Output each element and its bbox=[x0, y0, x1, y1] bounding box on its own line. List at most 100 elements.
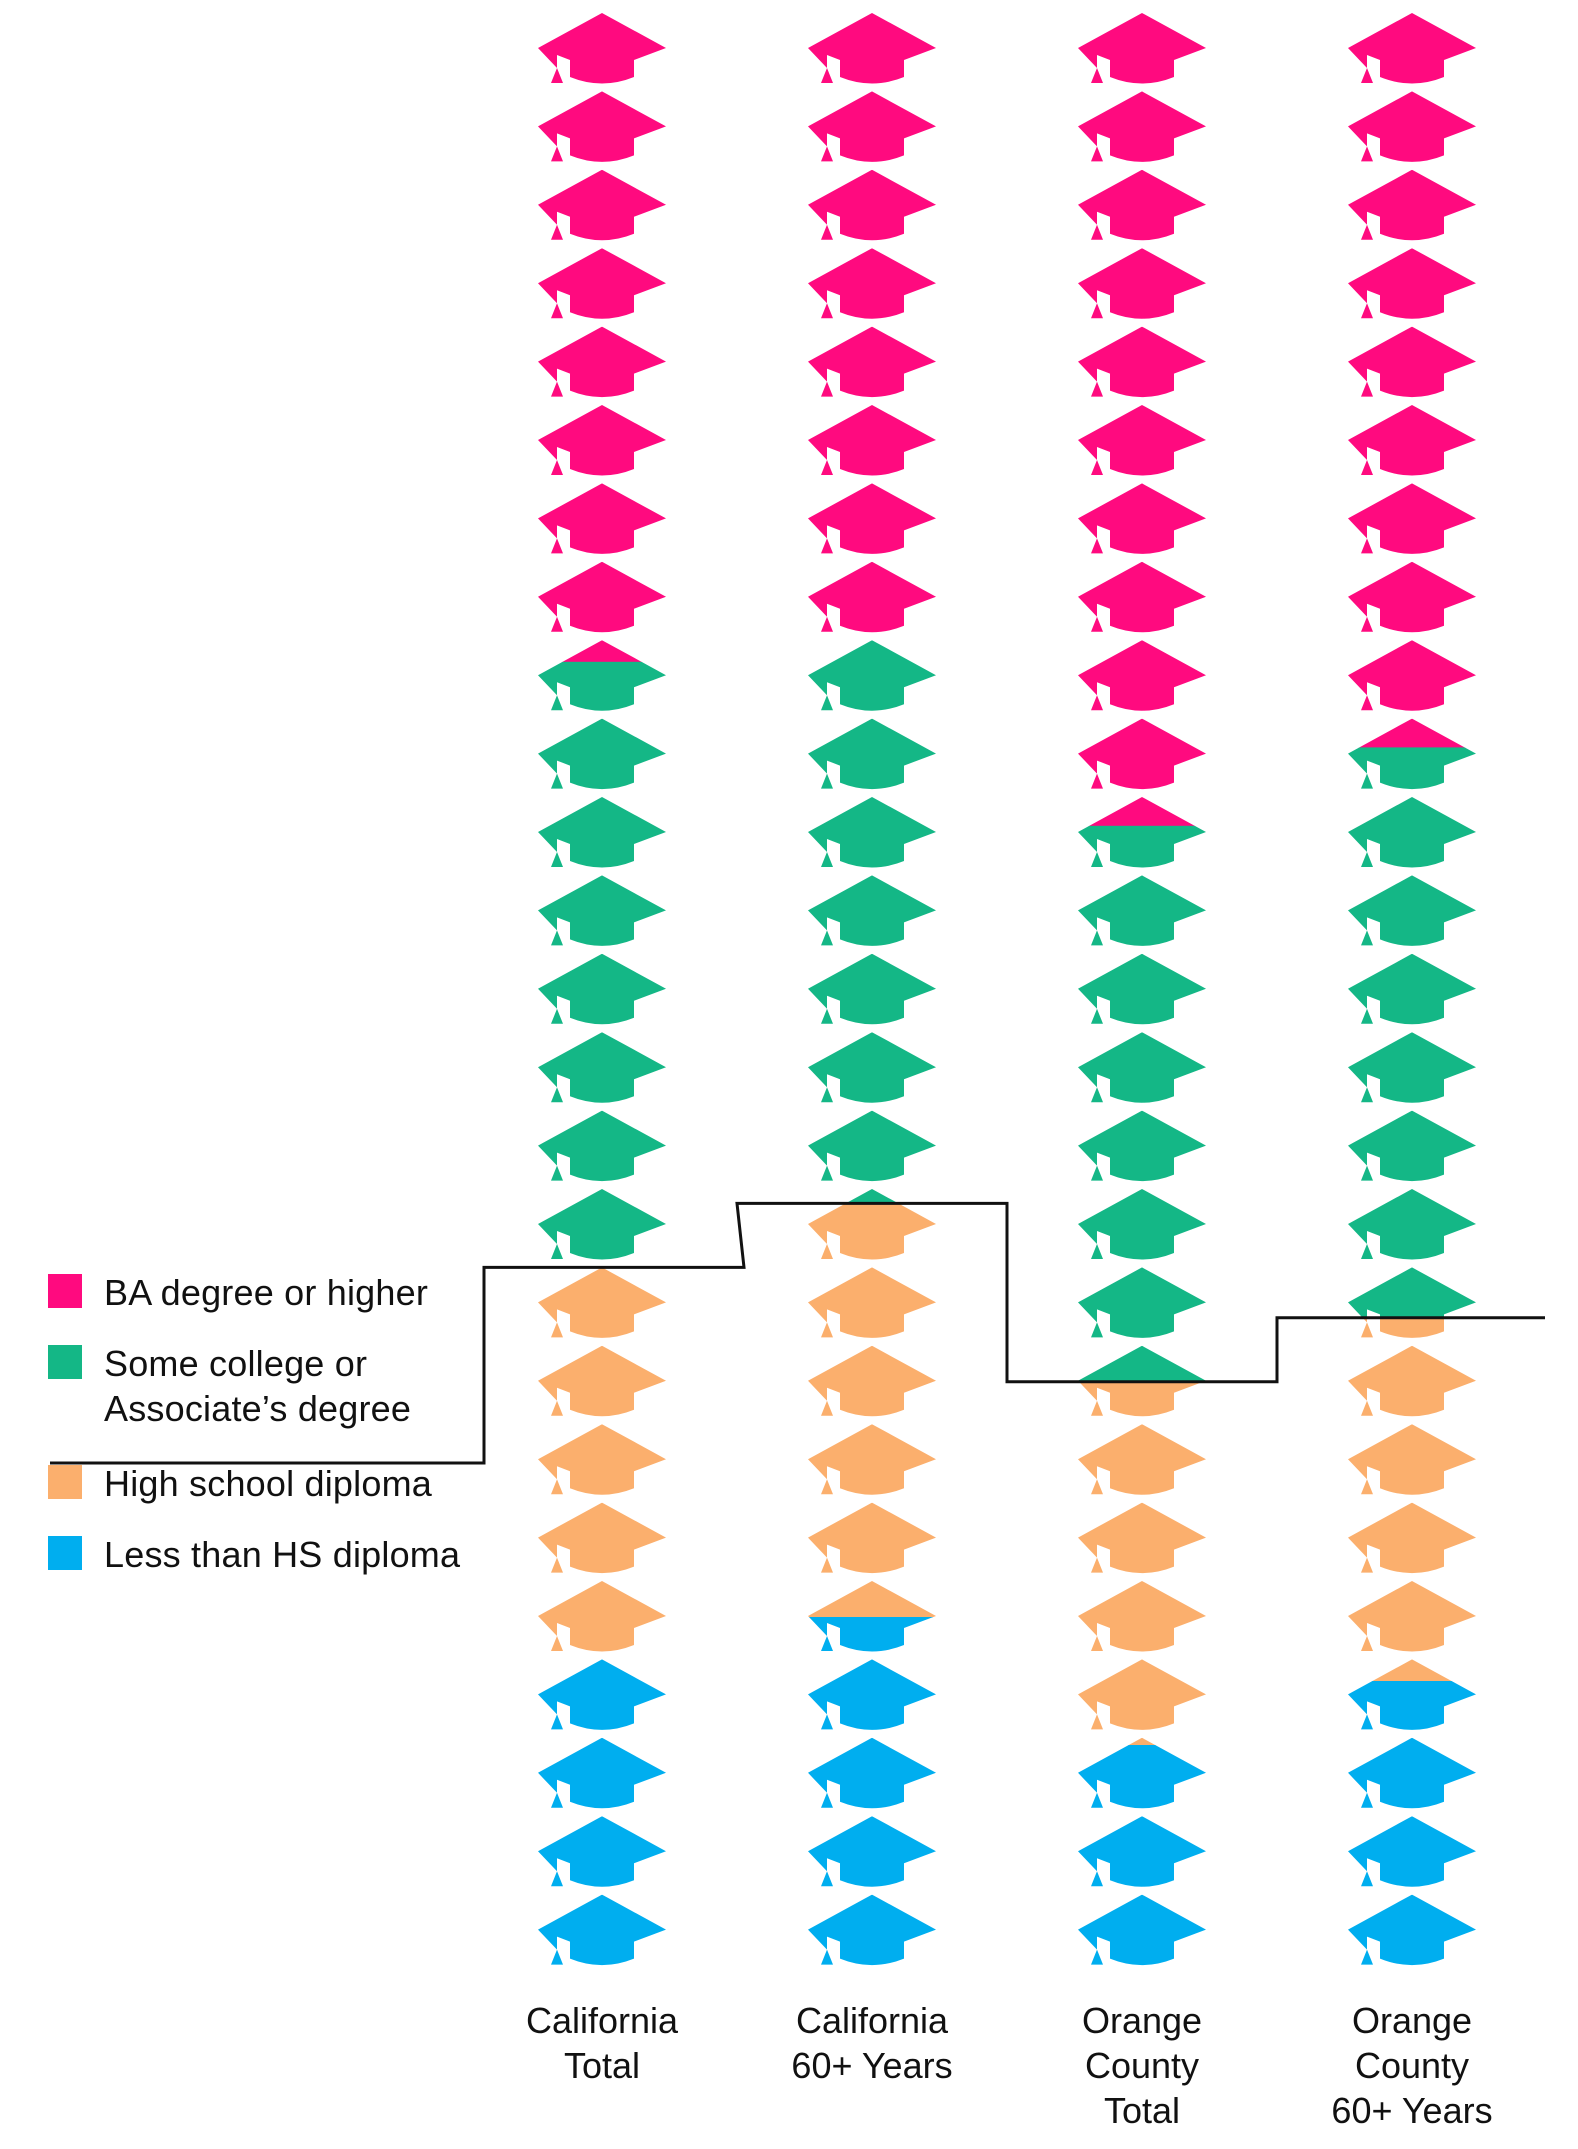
cap-segment bbox=[1078, 13, 1206, 84]
graduation-cap-icon bbox=[538, 640, 666, 711]
graduation-cap-icon bbox=[1348, 13, 1476, 84]
cap-segment bbox=[1348, 1317, 1476, 1338]
cap-segment bbox=[1348, 1659, 1476, 1682]
cap-segment bbox=[808, 483, 936, 554]
graduation-cap-icon bbox=[808, 1267, 936, 1338]
graduation-cap-icon bbox=[1348, 875, 1476, 946]
cap-segment bbox=[1348, 1424, 1476, 1495]
graduation-cap-icon bbox=[1078, 1502, 1206, 1574]
legend-label-ba: BA degree or higher bbox=[104, 1272, 429, 1313]
cap-segment bbox=[808, 248, 936, 319]
cap-segment bbox=[1078, 1032, 1206, 1103]
legend-item-high-school: High school diploma bbox=[48, 1461, 488, 1506]
graduation-cap-icon bbox=[538, 1267, 666, 1338]
graduation-cap-icon bbox=[1348, 1032, 1476, 1103]
cap-segment bbox=[808, 561, 936, 633]
threshold-line bbox=[50, 1201, 1545, 1465]
cap-segment bbox=[1348, 1267, 1476, 1319]
legend-item-some-college: Some college or Associate’s degree bbox=[48, 1341, 488, 1431]
graduation-cap-icon bbox=[808, 1737, 936, 1809]
graduation-cap-icon bbox=[1078, 953, 1206, 1025]
cap-segment bbox=[538, 248, 666, 319]
graduation-cap-icon bbox=[538, 1816, 666, 1887]
cap-segment bbox=[808, 1816, 936, 1887]
graduation-cap-icon bbox=[538, 1345, 666, 1417]
graduation-cap-icon bbox=[1078, 326, 1206, 398]
cap-segment bbox=[1348, 91, 1476, 162]
graduation-cap-icon bbox=[538, 561, 666, 633]
graduation-cap-icon bbox=[1078, 1816, 1206, 1887]
graduation-cap-icon bbox=[1078, 13, 1206, 84]
graduation-cap-icon bbox=[1078, 797, 1206, 868]
cap-segment bbox=[1348, 875, 1476, 946]
graduation-cap-icon bbox=[1078, 1032, 1206, 1103]
legend-swatch-ba bbox=[48, 1274, 82, 1308]
graduation-cap-icon bbox=[1348, 1502, 1476, 1574]
cap-segment bbox=[1078, 1737, 1206, 1746]
cap-segment bbox=[808, 875, 936, 946]
cap-segment bbox=[538, 797, 666, 868]
cap-segment bbox=[1078, 953, 1206, 1025]
cap-segment bbox=[1348, 405, 1476, 476]
graduation-cap-icon bbox=[1078, 483, 1206, 554]
cap-segment bbox=[538, 1424, 666, 1495]
cap-segment bbox=[1348, 1502, 1476, 1574]
cap-segment bbox=[538, 1189, 666, 1260]
cap-segment bbox=[1078, 1502, 1206, 1574]
cap-segment bbox=[808, 405, 936, 476]
graduation-cap-icon bbox=[1348, 640, 1476, 711]
cap-segment bbox=[1078, 91, 1206, 162]
cap-segment bbox=[538, 13, 666, 84]
cap-segment bbox=[538, 405, 666, 476]
graduation-cap-icon bbox=[1348, 326, 1476, 398]
cap-segment bbox=[808, 91, 936, 162]
cap-segment bbox=[1078, 718, 1206, 790]
graduation-cap-icon bbox=[538, 1032, 666, 1103]
graduation-cap-icon bbox=[538, 326, 666, 398]
graduation-cap-icon bbox=[808, 169, 936, 241]
legend-swatch-some-college bbox=[48, 1345, 82, 1379]
column-label-california-total: California Total bbox=[525, 2000, 679, 2086]
legend-label-less-than-hs: Less than HS diploma bbox=[104, 1534, 461, 1575]
graduation-cap-icon bbox=[1348, 1345, 1476, 1417]
cap-segment bbox=[808, 1502, 936, 1574]
graduation-cap-icon bbox=[808, 405, 936, 476]
cap-segment bbox=[808, 1894, 936, 1966]
cap-segment bbox=[808, 326, 936, 398]
legend-label-some-college: Some college or Associate’s degree bbox=[104, 1343, 412, 1429]
cap-segment bbox=[538, 718, 666, 790]
cap-segment bbox=[538, 1737, 666, 1809]
cap-segment bbox=[1078, 1110, 1206, 1182]
graduation-cap-icon bbox=[1078, 1267, 1206, 1338]
graduation-cap-icon bbox=[538, 91, 666, 162]
cap-segment bbox=[808, 1737, 936, 1809]
column-ca_total bbox=[538, 13, 666, 1966]
column-label-orange-county-60: Orange County 60+ Years bbox=[1331, 2000, 1493, 2131]
graduation-cap-icon bbox=[1078, 169, 1206, 241]
graduation-cap-icon bbox=[808, 640, 936, 711]
cap-segment bbox=[538, 1894, 666, 1966]
cap-segment bbox=[1348, 1110, 1476, 1182]
legend: BA degree or higher Some college or Asso… bbox=[48, 1270, 488, 1603]
graduation-cap-icon bbox=[1078, 405, 1206, 476]
graduation-cap-icon bbox=[808, 1581, 936, 1652]
graduation-cap-icon bbox=[538, 1502, 666, 1574]
graduation-cap-icon bbox=[1348, 1110, 1476, 1182]
cap-segment bbox=[808, 13, 936, 84]
cap-segment bbox=[808, 718, 936, 790]
cap-segment bbox=[538, 1502, 666, 1574]
graduation-cap-icon bbox=[1348, 405, 1476, 476]
graduation-cap-icon bbox=[808, 875, 936, 946]
graduation-cap-icon bbox=[1078, 718, 1206, 790]
column-oc_60 bbox=[1348, 13, 1476, 1966]
cap-segment bbox=[1348, 797, 1476, 868]
cap-segment bbox=[1078, 248, 1206, 319]
cap-segment bbox=[1078, 169, 1206, 241]
cap-segment bbox=[1078, 1894, 1206, 1966]
cap-segment bbox=[1348, 1189, 1476, 1260]
cap-segment bbox=[1078, 825, 1206, 868]
graduation-cap-icon bbox=[808, 483, 936, 554]
graduation-cap-icon bbox=[1348, 1816, 1476, 1887]
